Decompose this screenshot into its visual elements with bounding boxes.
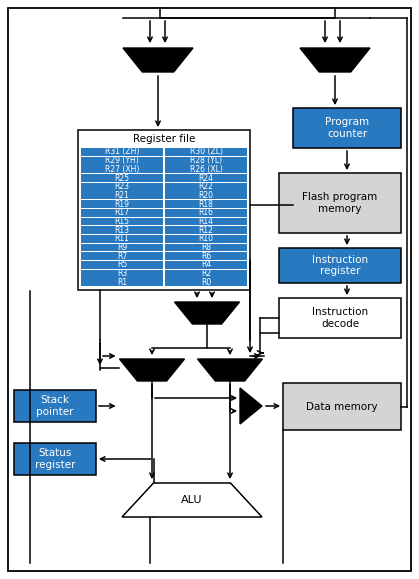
Text: R24: R24 [199,174,214,182]
Text: Flash program
memory: Flash program memory [303,192,378,214]
Bar [165,252,247,260]
Bar [81,261,163,269]
Polygon shape [240,388,262,424]
Bar [81,209,163,217]
Bar [165,174,247,182]
Bar [293,108,401,148]
Bar [165,218,247,225]
Text: R10: R10 [199,234,214,243]
Bar [165,157,247,164]
Polygon shape [300,48,370,72]
Text: R11: R11 [114,234,129,243]
Text: Stack
pointer: Stack pointer [36,395,74,417]
Bar [81,174,163,182]
Bar [165,166,247,173]
Bar [165,235,247,243]
Bar [165,209,247,217]
Text: R3: R3 [117,269,127,278]
Text: R17: R17 [114,208,129,217]
Text: R5: R5 [117,261,127,269]
Text: R2: R2 [201,269,211,278]
Bar [165,183,247,190]
Bar [165,278,247,286]
Text: R14: R14 [199,217,214,226]
Bar [165,148,247,156]
Bar [283,383,401,430]
Text: R15: R15 [114,217,129,226]
Text: R23: R23 [114,182,129,191]
Bar [81,218,163,225]
Bar [81,278,163,286]
Text: Register file: Register file [133,134,195,144]
Text: R13: R13 [114,226,129,234]
Text: R27 (XH): R27 (XH) [105,165,139,174]
Bar [14,443,96,475]
Bar [279,173,401,233]
Text: R9: R9 [117,243,127,252]
Bar [14,390,96,422]
Bar [165,244,247,251]
Bar [81,270,163,277]
Bar [81,183,163,190]
Text: R31 (ZH): R31 (ZH) [105,148,139,156]
Bar [165,261,247,269]
Bar [78,130,250,290]
Bar [165,270,247,277]
Text: R0: R0 [201,278,211,287]
Text: R4: R4 [201,261,211,269]
Bar [81,244,163,251]
Text: R18: R18 [199,200,213,208]
Text: R22: R22 [199,182,213,191]
Text: R1: R1 [117,278,127,287]
Bar [81,235,163,243]
Text: R7: R7 [117,252,127,261]
Polygon shape [123,48,193,72]
Text: R21: R21 [114,191,129,200]
Bar [81,226,163,234]
Text: Instruction
register: Instruction register [312,255,368,276]
Bar [165,192,247,199]
Text: R8: R8 [201,243,211,252]
Bar [165,226,247,234]
Text: R29 (YH): R29 (YH) [105,156,139,165]
Polygon shape [197,359,262,381]
Bar [81,192,163,199]
Text: R30 (ZL): R30 (ZL) [189,148,222,156]
Bar [81,200,163,208]
Text: R26 (XL): R26 (XL) [189,165,222,174]
Text: R12: R12 [199,226,213,234]
Bar [81,166,163,173]
Bar [279,298,401,338]
Polygon shape [174,302,240,324]
Text: Instruction
decode: Instruction decode [312,307,368,329]
Text: Status
register: Status register [35,448,75,470]
Polygon shape [122,483,262,517]
Bar [81,148,163,156]
Bar [81,157,163,164]
Text: R6: R6 [201,252,211,261]
Bar [279,248,401,283]
Text: Program
counter: Program counter [325,117,369,139]
Bar [81,252,163,260]
Bar [165,200,247,208]
Text: R16: R16 [199,208,214,217]
Text: Data memory: Data memory [306,401,378,412]
Polygon shape [119,359,184,381]
Text: ALU: ALU [181,495,203,505]
Text: R19: R19 [114,200,129,208]
Text: R20: R20 [199,191,214,200]
Text: R25: R25 [114,174,129,182]
Text: R28 (YL): R28 (YL) [190,156,222,165]
